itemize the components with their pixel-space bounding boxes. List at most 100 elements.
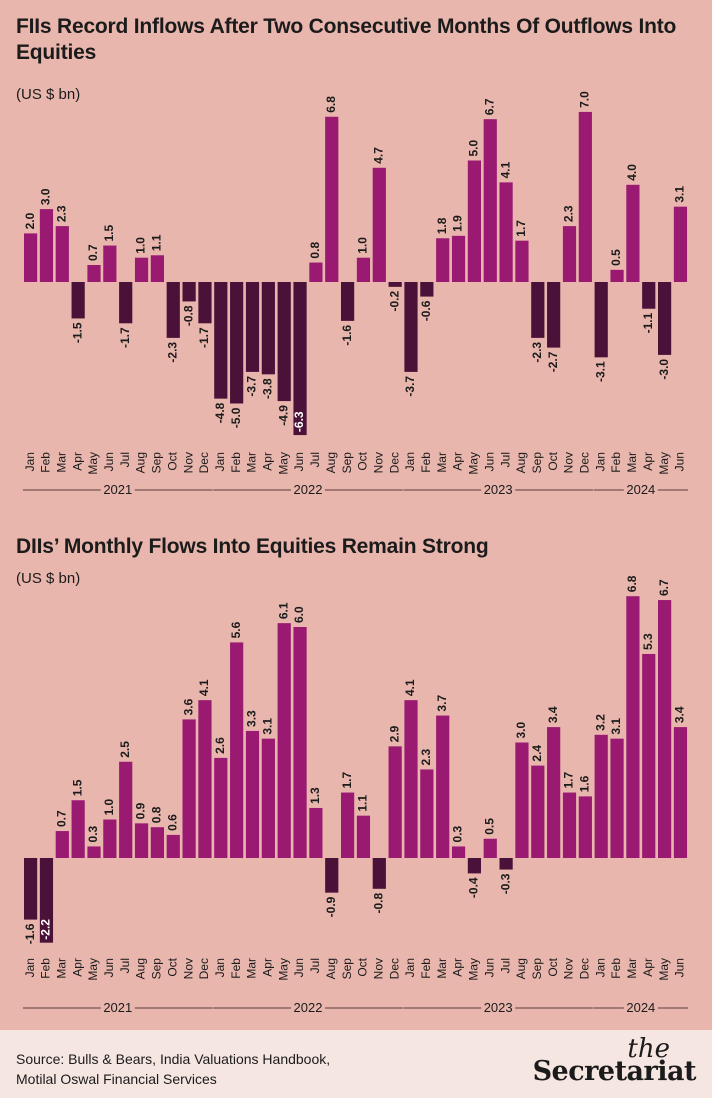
month-tick-label: Jul — [118, 958, 132, 973]
bar — [531, 765, 545, 858]
bar — [562, 226, 577, 282]
month-tick-label: Aug — [134, 958, 148, 979]
bar — [261, 738, 275, 858]
data-label: 6.1 — [276, 602, 290, 619]
month-tick-label: Feb — [609, 452, 623, 473]
bar — [325, 116, 339, 282]
month-tick-label: Mar — [435, 452, 449, 473]
month-tick-label: Nov — [371, 958, 385, 979]
bar — [261, 282, 275, 375]
data-label: 3.0 — [514, 721, 528, 738]
month-tick-label: May — [657, 958, 671, 981]
month-tick-label: May — [86, 452, 100, 475]
bar — [214, 282, 228, 399]
month-tick-label: Apr — [70, 452, 84, 471]
bar — [119, 761, 133, 858]
data-label: 0.6 — [165, 814, 179, 831]
data-label: 3.1 — [609, 718, 623, 735]
month-tick-label: Jul — [498, 958, 512, 973]
bar — [182, 282, 196, 302]
bar — [436, 715, 450, 858]
data-label: 2.4 — [530, 745, 544, 762]
month-tick-label: Dec — [578, 958, 592, 979]
data-label: 0.3 — [451, 825, 465, 842]
data-label: -3.7 — [245, 376, 259, 397]
month-tick-label: Jan — [403, 958, 417, 977]
data-label: 1.0 — [356, 237, 370, 254]
bar — [245, 282, 260, 372]
data-label: -0.8 — [371, 892, 385, 913]
data-label: 4.1 — [403, 679, 417, 696]
fii-chart-title: FIIs Record Inflows After Two Consecutiv… — [16, 15, 677, 64]
data-label: 1.5 — [102, 225, 116, 242]
month-tick-label: Apr — [451, 958, 465, 977]
month-tick-label: Mar — [435, 958, 449, 979]
bar — [150, 255, 164, 282]
data-label: 0.7 — [54, 810, 68, 827]
data-label: 6.0 — [292, 606, 306, 623]
bar — [499, 858, 513, 870]
data-label: 6.8 — [324, 96, 338, 113]
bar — [372, 167, 386, 282]
data-label: 0.8 — [308, 242, 322, 259]
data-label: 4.1 — [498, 161, 512, 178]
data-label: 1.7 — [340, 772, 354, 789]
bar — [515, 742, 529, 858]
data-label: 2.6 — [213, 737, 227, 754]
data-label: 7.0 — [578, 91, 592, 108]
data-label: 5.3 — [641, 633, 655, 650]
data-label: -2.3 — [165, 342, 179, 363]
month-tick-label: Mar — [54, 958, 68, 979]
month-tick-label: May — [467, 452, 481, 475]
data-label: 4.1 — [197, 679, 211, 696]
bar — [531, 282, 545, 338]
data-label: 0.7 — [86, 244, 100, 261]
bar — [71, 282, 85, 319]
bar — [610, 738, 624, 858]
year-label: 2022 — [294, 1000, 323, 1015]
month-tick-label: Oct — [546, 957, 560, 976]
data-label: -3.1 — [593, 361, 607, 382]
source-line-1: Source: Bulls & Bears, India Valuations … — [16, 1051, 331, 1067]
dii-chart-unit: (US $ bn) — [16, 570, 81, 587]
bar — [182, 719, 196, 858]
month-tick-label: Mar — [245, 452, 259, 473]
month-tick-label: Nov — [181, 452, 195, 473]
bar — [626, 184, 640, 282]
bar — [230, 282, 244, 404]
bar — [388, 746, 402, 858]
data-label: 2.5 — [118, 741, 132, 758]
month-tick-label: Aug — [324, 958, 338, 979]
month-tick-label: Aug — [514, 958, 528, 979]
month-tick-label: Nov — [181, 958, 195, 979]
month-tick-label: Jan — [593, 958, 607, 977]
month-tick-label: Feb — [419, 958, 433, 979]
month-tick-label: Jun — [292, 958, 306, 977]
year-label: 2022 — [294, 482, 323, 497]
bar — [293, 282, 307, 436]
data-label: 0.8 — [150, 806, 164, 823]
bar — [420, 282, 434, 297]
bar — [166, 282, 180, 338]
bar — [24, 233, 38, 282]
month-tick-label: Sep — [530, 452, 544, 474]
bar — [467, 160, 481, 282]
bar — [245, 730, 260, 858]
data-label: -1.7 — [118, 327, 132, 348]
month-tick-label: Sep — [530, 958, 544, 980]
bar — [594, 282, 608, 358]
month-tick-label: Oct — [546, 451, 560, 470]
brand-logo-name: Secretariat — [532, 1056, 697, 1087]
month-tick-label: May — [276, 452, 290, 475]
bar — [547, 282, 561, 348]
month-tick-label: Sep — [340, 452, 354, 474]
month-tick-label: Jul — [308, 958, 322, 973]
data-label: -4.8 — [213, 402, 227, 423]
data-label: -2.3 — [530, 342, 544, 363]
footer: Source: Bulls & Bears, India Valuations … — [0, 1030, 712, 1098]
month-tick-label: Jul — [118, 452, 132, 467]
data-label: -0.9 — [324, 896, 338, 917]
bar — [341, 282, 355, 321]
data-label: 2.3 — [562, 205, 576, 222]
bar — [436, 238, 450, 282]
